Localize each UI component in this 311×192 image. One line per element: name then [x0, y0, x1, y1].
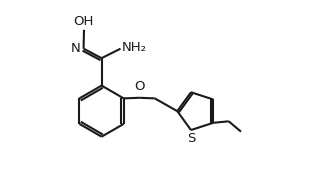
Text: O: O [134, 80, 145, 93]
Text: NH₂: NH₂ [121, 41, 146, 54]
Text: N: N [70, 42, 80, 55]
Text: OH: OH [73, 15, 93, 28]
Text: S: S [187, 132, 195, 145]
